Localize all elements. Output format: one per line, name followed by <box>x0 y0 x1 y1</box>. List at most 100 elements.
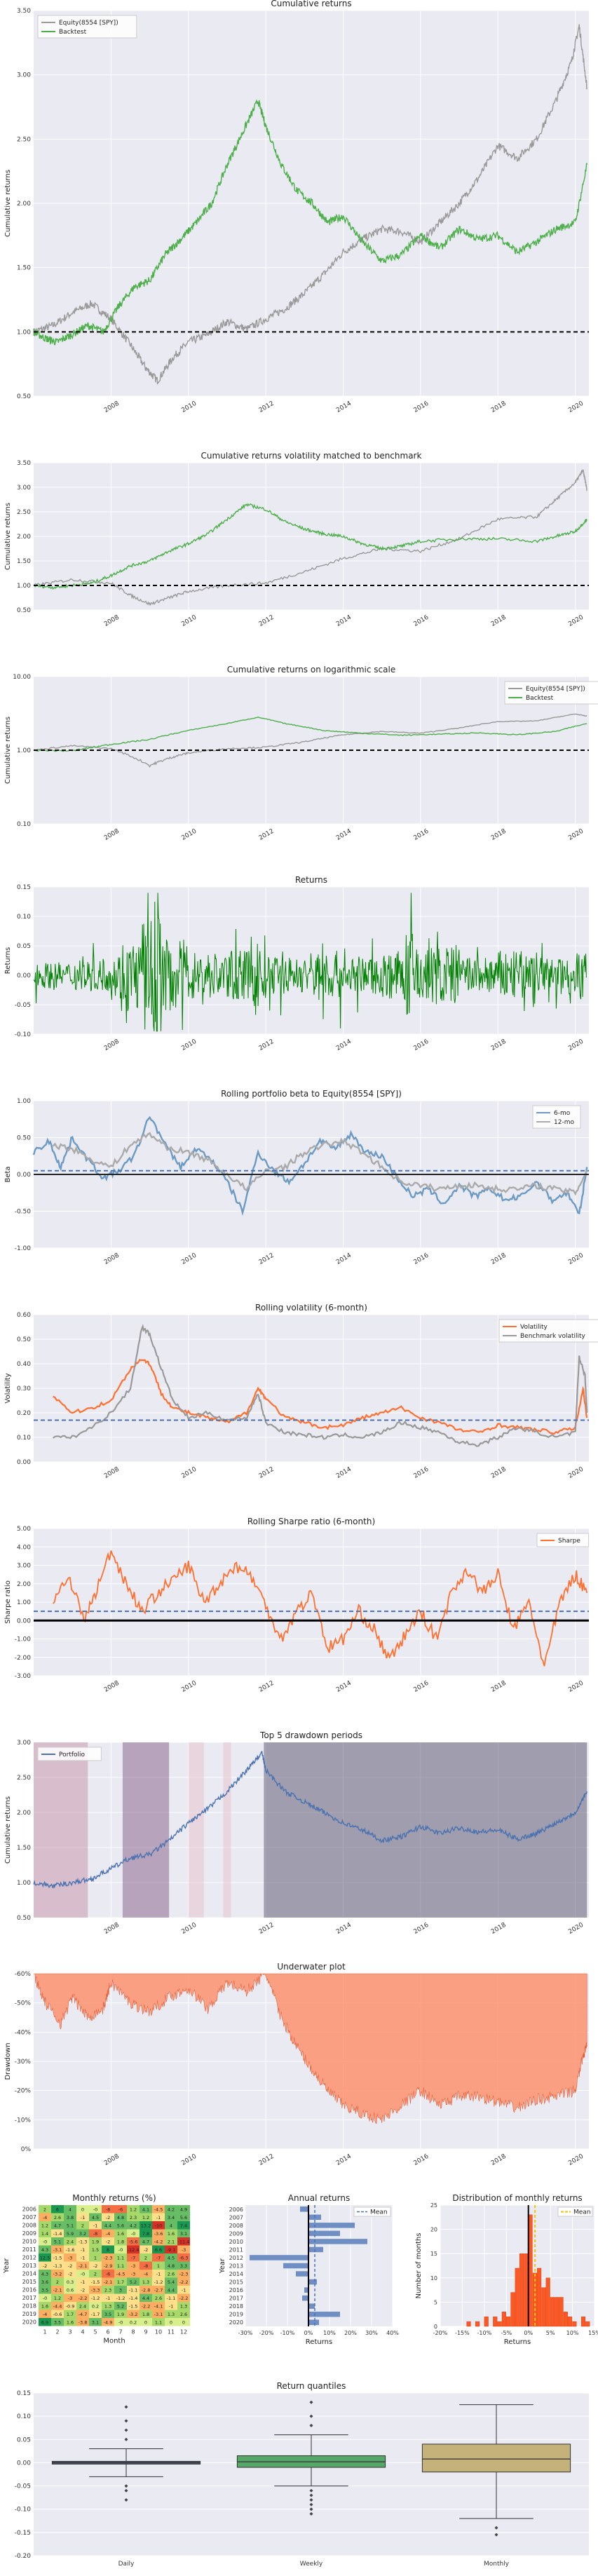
legend-entry: Sharpe <box>558 1538 580 1545</box>
series-line <box>33 99 587 346</box>
heatmap-value: -0 <box>93 2207 97 2213</box>
x-tick-label: 2020 <box>567 400 585 414</box>
heatmap-cell <box>114 2302 127 2310</box>
heatmap-value: -1 <box>156 2215 161 2221</box>
heatmap-cell <box>165 2318 177 2326</box>
chart-title: Distribution of monthly returns <box>452 2193 582 2203</box>
monthly-distribution-chart: Distribution of monthly returns 0 5 10 15 20 2… <box>415 2193 598 2346</box>
heatmap-cell <box>152 2318 165 2326</box>
heatmap-value: 4.9 <box>180 2207 187 2213</box>
heatmap-value: 4.1 <box>142 2207 149 2213</box>
heatmap-cell <box>39 2261 51 2270</box>
heatmap-value: 0 <box>182 2320 185 2326</box>
y-tick-label: 0.60 <box>17 1312 31 1319</box>
heatmap-cell <box>152 2229 165 2237</box>
chart-title: Annual returns <box>288 2193 350 2203</box>
heatmap-value: 1.3 <box>168 2312 175 2317</box>
x-tick-label: 2008 <box>103 1038 121 1052</box>
heatmap-cell <box>64 2270 76 2278</box>
heatmap-cell <box>152 2245 165 2253</box>
x-tick-label: 2012 <box>258 1922 276 1936</box>
heatmap-cell <box>177 2270 190 2278</box>
series-line <box>52 1132 588 1196</box>
x-tick-label: 10 <box>155 2329 162 2336</box>
heatmap-value: -2.1 <box>53 2288 62 2293</box>
heatmap-cell <box>177 2237 190 2246</box>
heatmap-value: 4 <box>170 2223 172 2229</box>
y-tick-label: -3.00 <box>15 1673 32 1680</box>
y-tick-label: 0.00 <box>17 2460 31 2467</box>
heatmap-cell <box>102 2293 114 2302</box>
x-tick-label: 2012 <box>258 1038 276 1052</box>
heatmap-cell <box>165 2261 177 2270</box>
heatmap-cell <box>51 2286 64 2294</box>
x-tick-label: -10% <box>280 2330 295 2336</box>
heatmap-value: -4 <box>43 2215 47 2221</box>
chart-title: Return quantiles <box>277 2381 346 2391</box>
chart-title: Cumulative returns volatility matched to… <box>201 452 422 461</box>
x-tick-label: 2012 <box>258 614 276 628</box>
bar <box>302 2295 308 2301</box>
x-tick-label: 2018 <box>490 828 508 842</box>
y-tick-label: 0.10 <box>17 821 31 828</box>
y-tick-label: -30% <box>15 2059 32 2066</box>
heatmap-cell <box>114 2237 127 2246</box>
heatmap-value: 0.3 <box>67 2279 74 2285</box>
bar <box>300 2206 308 2212</box>
y-tick-label: 2006 <box>22 2206 36 2213</box>
heatmap-value: 5.9 <box>67 2231 74 2237</box>
heatmap-value: -2 <box>144 2247 148 2253</box>
x-tick-label: 2012 <box>258 1680 276 1694</box>
x-tick-label: 20% <box>344 2330 357 2336</box>
x-tick-label: 2018 <box>490 400 508 414</box>
heatmap-value: -2.1 <box>79 2263 88 2269</box>
y-tick-label: 3.00 <box>17 1563 31 1570</box>
heatmap-cell <box>165 2286 177 2294</box>
chart-title: Cumulative returns <box>271 0 351 8</box>
heatmap-cell <box>76 2205 89 2214</box>
histogram-bar <box>572 2321 577 2327</box>
heatmap-cell <box>127 2293 140 2302</box>
y-tick-label: 2015 <box>229 2279 243 2286</box>
chart-title: Underwater plot <box>277 1963 346 1972</box>
chart-title: Rolling Sharpe ratio (6-month) <box>247 1518 375 1526</box>
heatmap-value: -1.3 <box>53 2263 62 2269</box>
heatmap-cell <box>127 2310 140 2318</box>
heatmap-cell <box>127 2245 140 2253</box>
heatmap-value: 1.1 <box>117 2256 124 2261</box>
outlier-marker <box>124 2497 128 2502</box>
y-tick-label: -0.15 <box>15 2530 31 2537</box>
y-tick-label: 5.00 <box>17 1526 31 1533</box>
y-tick-label: -2.00 <box>15 1655 32 1662</box>
heatmap-value: -4.9 <box>104 2320 113 2326</box>
heatmap-value: -1.2 <box>154 2279 163 2285</box>
x-tick-label: 2016 <box>412 1252 430 1266</box>
heatmap-value: 0.2 <box>92 2304 99 2310</box>
heatmap-value: -3.8 <box>79 2320 88 2326</box>
y-tick-label: 0.15 <box>17 884 31 891</box>
heatmap-cell <box>140 2213 152 2221</box>
heatmap-value: 7.4 <box>180 2223 187 2229</box>
heatmap-value: -1.5 <box>53 2256 62 2261</box>
x-axis-label: Returns <box>504 2338 531 2346</box>
heatmap-cell <box>114 2261 127 2270</box>
heatmap-value: -3 <box>68 2296 72 2301</box>
y-tick-label: -50% <box>15 2000 32 2007</box>
heatmap-cell <box>102 2253 114 2262</box>
outlier-marker <box>309 2502 313 2507</box>
heatmap-cell <box>51 2302 64 2310</box>
heatmap-cell <box>76 2302 89 2310</box>
x-tick-label: 40% <box>386 2330 399 2336</box>
heatmap-value: 4.7 <box>142 2239 149 2245</box>
heatmap-cell <box>127 2221 140 2230</box>
outlier-marker <box>494 2526 498 2530</box>
heatmap-value: 6.6 <box>155 2247 162 2253</box>
heatmap-value: 1 <box>94 2256 97 2261</box>
x-tick-label: 2020 <box>567 614 585 628</box>
y-tick-label: 2014 <box>22 2271 36 2277</box>
heatmap-cell <box>177 2261 190 2270</box>
heatmap-cell <box>152 2205 165 2214</box>
histogram-bar <box>501 2312 506 2327</box>
heatmap-cell <box>89 2237 102 2246</box>
y-tick-label: 2007 <box>22 2214 36 2221</box>
